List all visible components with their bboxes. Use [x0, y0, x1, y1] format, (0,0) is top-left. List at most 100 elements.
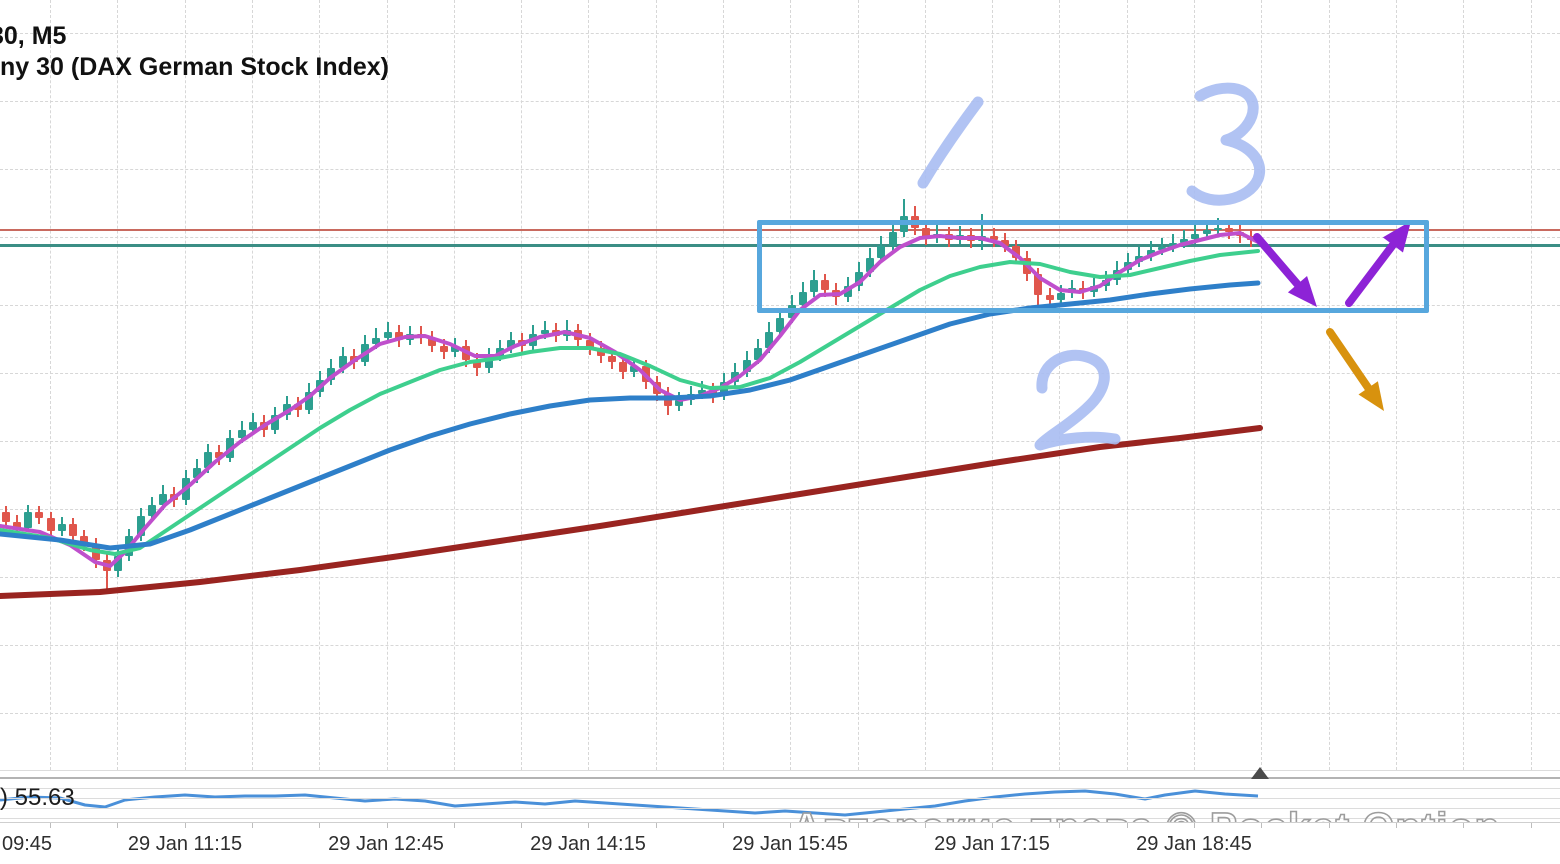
orange-drop-arrow-shaft[interactable] — [1326, 328, 1373, 392]
panel-divider[interactable] — [0, 777, 1560, 779]
candle-body — [709, 390, 717, 396]
candle-body — [440, 346, 448, 352]
gridline-vertical — [1194, 0, 1195, 770]
moving-average-lines — [0, 231, 1263, 599]
orange-drop-arrow-head[interactable] — [1358, 381, 1384, 411]
axis-tick — [992, 823, 993, 828]
handwritten-number-1[interactable] — [917, 96, 984, 189]
handwritten-number-3[interactable] — [1186, 82, 1266, 206]
candle-body — [608, 356, 616, 362]
panel-resize-handle-icon[interactable] — [1251, 767, 1269, 779]
candle-body — [1214, 228, 1222, 230]
gridline-vertical — [588, 0, 589, 770]
axis-tick — [521, 823, 522, 828]
candle-body — [1158, 247, 1166, 250]
candle-body — [1012, 246, 1020, 258]
axis-tick — [1329, 823, 1330, 828]
candle-body — [821, 280, 829, 290]
gridline-vertical — [1059, 0, 1060, 770]
candle-body — [384, 332, 392, 338]
time-axis-label: 29 Jan 12:45 — [328, 833, 444, 855]
candle-body — [855, 272, 863, 286]
candle-body — [630, 366, 638, 372]
axis-tick — [252, 823, 253, 828]
purple-breakdown-arrow-head[interactable] — [1287, 276, 1317, 307]
oscillator-polyline — [0, 789, 1259, 817]
candle-body — [1046, 295, 1054, 300]
candle-body — [810, 280, 818, 292]
purple-breakout-arrow-shaft[interactable] — [1345, 240, 1397, 307]
axis-tick — [454, 823, 455, 828]
time-axis-label: 29 Jan 11:15 — [127, 833, 243, 855]
axis-tick — [588, 823, 589, 828]
candle-body — [1225, 228, 1233, 232]
candle-body — [754, 348, 762, 360]
gridline-horizontal — [0, 441, 1560, 442]
candle-body — [372, 338, 380, 344]
time-axis-label: 29 Jan 17:15 — [934, 833, 1050, 855]
candle-body — [271, 415, 279, 430]
candle-body — [1180, 239, 1188, 243]
candle-body — [877, 246, 885, 258]
indicator-scale-line — [0, 788, 1560, 789]
time-axis-label: 09:45 — [2, 833, 53, 855]
candle-body — [137, 516, 145, 536]
resistance-level-line[interactable] — [0, 229, 1560, 231]
axis-tick — [925, 823, 926, 828]
gridline-vertical — [1127, 0, 1128, 770]
gridline-vertical — [992, 0, 993, 770]
candle-body — [114, 556, 122, 571]
oscillator-line — [0, 789, 1259, 817]
gridline-horizontal — [0, 169, 1560, 170]
purple-breakout-arrow-head[interactable] — [1382, 221, 1411, 253]
candle-body — [238, 430, 246, 438]
candle-body — [47, 518, 55, 531]
axis-tick — [185, 823, 186, 828]
candle-body — [24, 512, 32, 528]
symbol-name-label: ny 30 (DAX German Stock Index) — [0, 53, 390, 81]
gridline-vertical — [185, 0, 186, 770]
gridline-vertical — [1531, 0, 1532, 770]
gridline-vertical — [1329, 0, 1330, 770]
handwritten-number-2[interactable] — [1034, 349, 1121, 451]
time-axis[interactable]: 09:45 29 Jan 11:15 29 Jan 12:45 29 Jan 14:1… — [0, 822, 1560, 864]
candle-body — [327, 368, 335, 380]
indicator-scale-line — [0, 770, 1560, 771]
candle-body — [586, 340, 594, 348]
candle-body — [294, 404, 302, 410]
candle-body — [204, 452, 212, 468]
gridline-vertical — [387, 0, 388, 770]
axis-tick — [1059, 823, 1060, 828]
candle-body — [159, 494, 167, 505]
gridline-vertical — [1261, 0, 1262, 770]
axis-tick — [858, 823, 859, 828]
gridline-vertical — [50, 0, 51, 770]
candle-body — [1057, 293, 1065, 300]
gridline-vertical — [117, 0, 118, 770]
gridline-horizontal — [0, 237, 1560, 238]
candle-body — [990, 236, 998, 240]
axis-tick — [1261, 823, 1262, 828]
ma_medium_green — [0, 249, 1260, 556]
candle-body — [1147, 250, 1155, 256]
time-axis-label: 29 Jan 14:15 — [530, 833, 646, 855]
candle-body — [698, 390, 706, 394]
consolidation-box-annotation[interactable] — [757, 220, 1429, 313]
candle-body — [13, 522, 21, 528]
purple-breakdown-arrow-shaft[interactable] — [1253, 233, 1302, 289]
axis-tick — [319, 823, 320, 828]
candle-body — [305, 392, 313, 410]
candle-body — [1169, 243, 1177, 247]
handwritten-annotations — [917, 82, 1266, 451]
gridline-vertical — [1463, 0, 1464, 770]
gridline-horizontal — [0, 509, 1560, 510]
candle-body — [619, 362, 627, 372]
candle-body — [193, 468, 201, 478]
support-level-line[interactable] — [0, 244, 1560, 247]
axis-tick — [656, 823, 657, 828]
symbol-timeframe-label: 30, M5 — [0, 22, 67, 50]
candle-body — [675, 400, 683, 406]
candle-body — [1001, 240, 1009, 246]
candle-body — [473, 360, 481, 368]
